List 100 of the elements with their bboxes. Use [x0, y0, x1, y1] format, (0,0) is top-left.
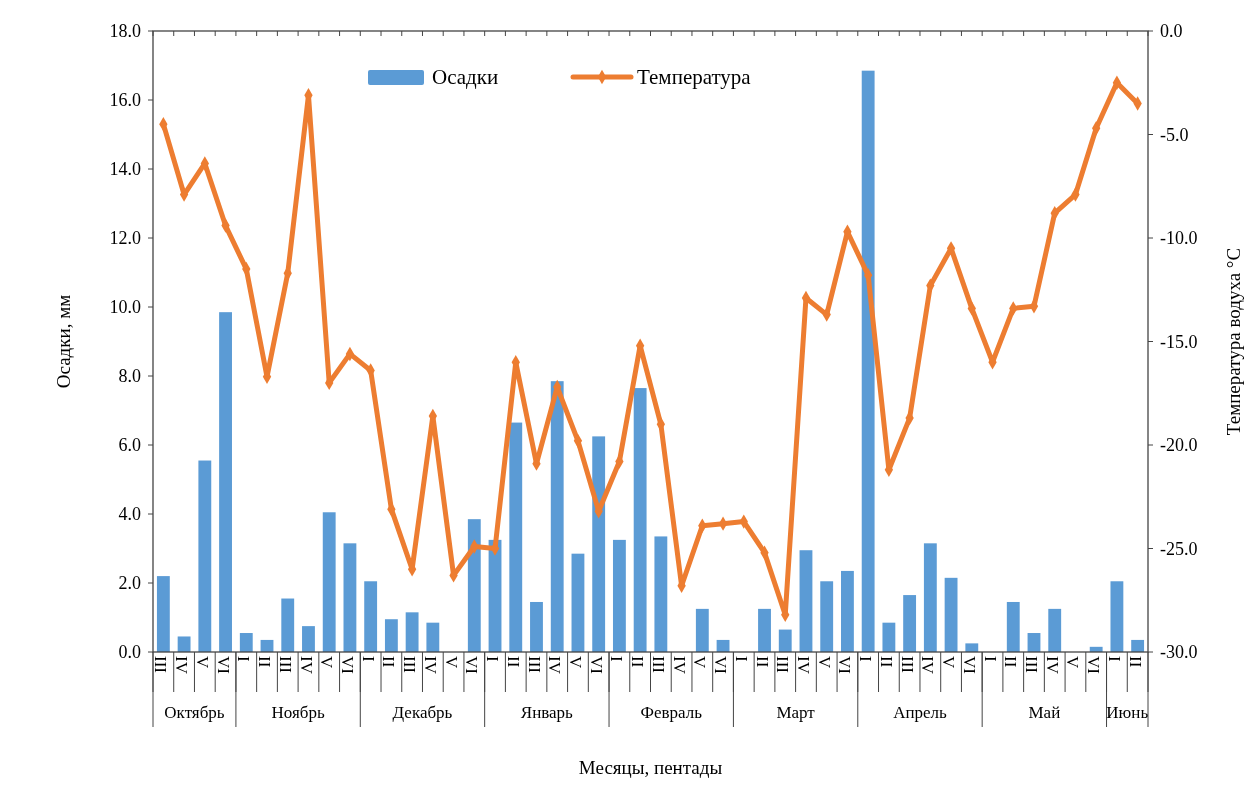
x-tick-label: VI	[959, 656, 979, 675]
x-tick-label: VI	[337, 656, 357, 675]
bar	[882, 622, 896, 652]
y-tick-label: 4.0	[118, 504, 141, 525]
bar	[177, 636, 191, 652]
text: Ноябрь	[271, 703, 325, 722]
text: Январь	[520, 703, 574, 722]
y-tick-label: 18.0	[109, 21, 141, 42]
x-tick-label: VI	[462, 656, 482, 675]
text: Март	[776, 703, 816, 722]
bar	[1048, 608, 1062, 652]
bar	[861, 70, 875, 652]
bar	[841, 570, 854, 652]
bar	[219, 312, 232, 652]
bar	[903, 595, 917, 652]
x-tick-label: I	[980, 656, 1000, 662]
x-tick-label: I	[234, 656, 254, 662]
x-tick-label: II	[503, 656, 523, 668]
bar	[281, 598, 295, 652]
bar	[778, 629, 792, 652]
bar	[965, 643, 979, 652]
bar	[384, 619, 398, 652]
x-tick-label: V	[1063, 656, 1083, 669]
x-tick-label: IV	[545, 656, 565, 675]
y2-tick-label: -25.0	[1160, 538, 1198, 559]
y-tick-label: 8.0	[118, 366, 141, 387]
bar	[550, 381, 564, 652]
text: Апрель	[893, 703, 948, 722]
bar	[944, 577, 958, 652]
bar	[820, 581, 834, 652]
x-tick-label: III	[897, 656, 917, 674]
bar	[405, 612, 419, 652]
legend-label: Осадки	[432, 65, 499, 90]
x-tick-label: V	[192, 656, 212, 669]
y2-tick-label: -15.0	[1160, 331, 1198, 352]
bar	[571, 553, 585, 652]
x-tick-label: IV	[918, 656, 938, 675]
x-tick-label: III	[400, 656, 420, 674]
x-tick-label: V	[566, 656, 585, 669]
x-tick-label: III	[275, 656, 295, 674]
bar	[239, 633, 253, 652]
x-tick-label: IV	[296, 656, 316, 675]
x-tick-label: V	[441, 656, 461, 669]
bar	[509, 422, 523, 652]
x-tick-label: V	[814, 656, 834, 669]
bar	[592, 436, 606, 652]
x-tick-label: I	[856, 656, 876, 662]
bar	[364, 581, 378, 652]
x-tick-label: II	[379, 656, 399, 668]
x-tick-label: V	[690, 656, 710, 669]
bar	[799, 550, 813, 652]
x-tick-label: V	[939, 656, 959, 669]
x-tick-label: VI	[711, 656, 731, 675]
bar	[758, 608, 771, 652]
y-tick-label: 10.0	[109, 297, 141, 318]
y2-tick-label: -20.0	[1160, 435, 1198, 456]
x-tick-label: III	[151, 656, 171, 674]
x-tick-label: I	[1104, 656, 1124, 662]
bar	[426, 622, 440, 652]
x-tick-label: V	[317, 656, 337, 669]
bar	[923, 543, 937, 652]
x-tick-label: I	[607, 656, 627, 662]
y-tick-label: 6.0	[118, 435, 141, 456]
legend-label: Температура	[637, 65, 752, 90]
x-tick-label: II	[1125, 656, 1145, 668]
bar	[322, 512, 336, 652]
x-tick-label: IV	[420, 656, 440, 675]
bar	[302, 626, 315, 652]
text: Февраль	[640, 703, 703, 722]
bar	[156, 576, 170, 652]
bar	[654, 536, 668, 652]
y-axis-title: Осадки, мм	[53, 294, 74, 389]
x-tick-label: IV	[1042, 656, 1062, 675]
text: Июнь	[1106, 703, 1149, 722]
x-tick-label: II	[876, 656, 896, 668]
y2-tick-label: -30.0	[1160, 642, 1198, 663]
y-tick-label: 0.0	[118, 642, 141, 663]
x-tick-label: I	[358, 656, 378, 662]
y2-tick-label: -10.0	[1160, 228, 1198, 249]
x-tick-label: II	[255, 656, 275, 668]
y-tick-label: 12.0	[109, 228, 141, 249]
x-tick-label: VI	[213, 656, 233, 675]
x-axis-title: Месяцы, пентады	[578, 757, 723, 778]
text: Октябрь	[164, 703, 225, 722]
x-tick-label: VI	[1084, 656, 1104, 675]
y2-tick-label: -5.0	[1160, 124, 1189, 145]
bar	[633, 388, 647, 652]
bar	[1006, 601, 1020, 652]
text: Декабрь	[392, 703, 453, 722]
bar	[612, 539, 626, 652]
bar	[467, 519, 481, 652]
x-tick-label: VI	[586, 656, 606, 675]
x-tick-label: III	[773, 656, 793, 674]
y-tick-label: 2.0	[118, 573, 141, 594]
y2-axis-title: Температура водуха °C	[1223, 247, 1244, 436]
bar	[1131, 639, 1145, 652]
y2-tick-label: 0.0	[1160, 21, 1183, 42]
bar	[343, 543, 357, 652]
x-tick-label: VI	[835, 656, 855, 675]
x-tick-label: III	[1022, 656, 1042, 674]
